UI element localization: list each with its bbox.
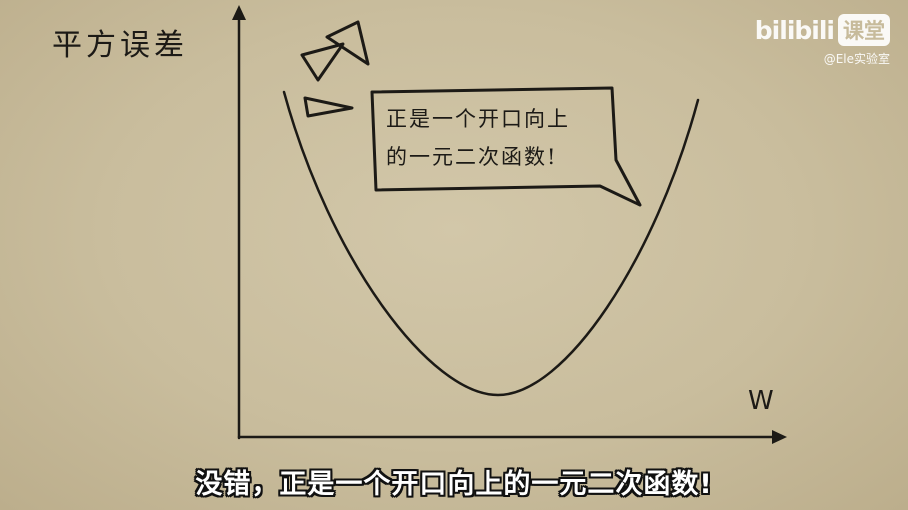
speech-bubble-line: 正是一个开口向上 (386, 107, 570, 131)
y-axis-arrow (232, 5, 246, 20)
speech-bubble-outline (370, 86, 642, 207)
logo-wordmark: bilibili (754, 15, 835, 45)
emphasis-mark (300, 42, 345, 82)
x-axis-label: W (748, 386, 774, 416)
bilibili-logo: bilibili 课堂 (755, 14, 890, 46)
parabola-curve (282, 90, 700, 397)
y-axis-label: 平方误差 (52, 28, 188, 63)
emphasis-marks (300, 20, 370, 118)
video-subtitle: 没错，正是一个开口向上的一元二次函数! (195, 469, 713, 500)
watermark: bilibili 课堂 @Ele实验室 (755, 14, 890, 67)
speech-bubble-text: 正是一个开口向上 的一元二次函数! (386, 100, 616, 176)
emphasis-mark (325, 20, 370, 66)
emphasis-mark (303, 96, 354, 118)
channel-handle: @Ele实验室 (823, 52, 890, 66)
speech-bubble-line: 的一元二次函数! (386, 145, 558, 169)
x-axis-arrow (772, 430, 787, 444)
logo-badge: 课堂 (838, 14, 890, 46)
